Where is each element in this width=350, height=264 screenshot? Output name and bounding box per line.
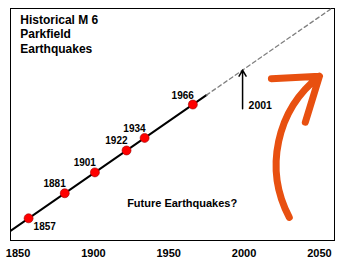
- svg-text:1900: 1900: [81, 247, 105, 259]
- svg-text:1901: 1901: [74, 157, 97, 168]
- svg-text:1850: 1850: [6, 247, 30, 259]
- svg-text:1922: 1922: [105, 135, 128, 146]
- svg-text:2050: 2050: [307, 247, 331, 259]
- svg-text:1950: 1950: [156, 247, 180, 259]
- svg-text:2000: 2000: [232, 247, 256, 259]
- svg-text:Historical M 6ParkfieldEarthqu: Historical M 6ParkfieldEarthquakes: [20, 13, 98, 56]
- svg-text:1934: 1934: [123, 123, 146, 134]
- svg-text:1881: 1881: [44, 178, 67, 189]
- svg-text:1857: 1857: [34, 221, 57, 232]
- svg-text:2001: 2001: [249, 99, 273, 111]
- svg-text:1966: 1966: [172, 90, 195, 101]
- svg-text:Future Earthquakes?: Future Earthquakes?: [127, 197, 237, 209]
